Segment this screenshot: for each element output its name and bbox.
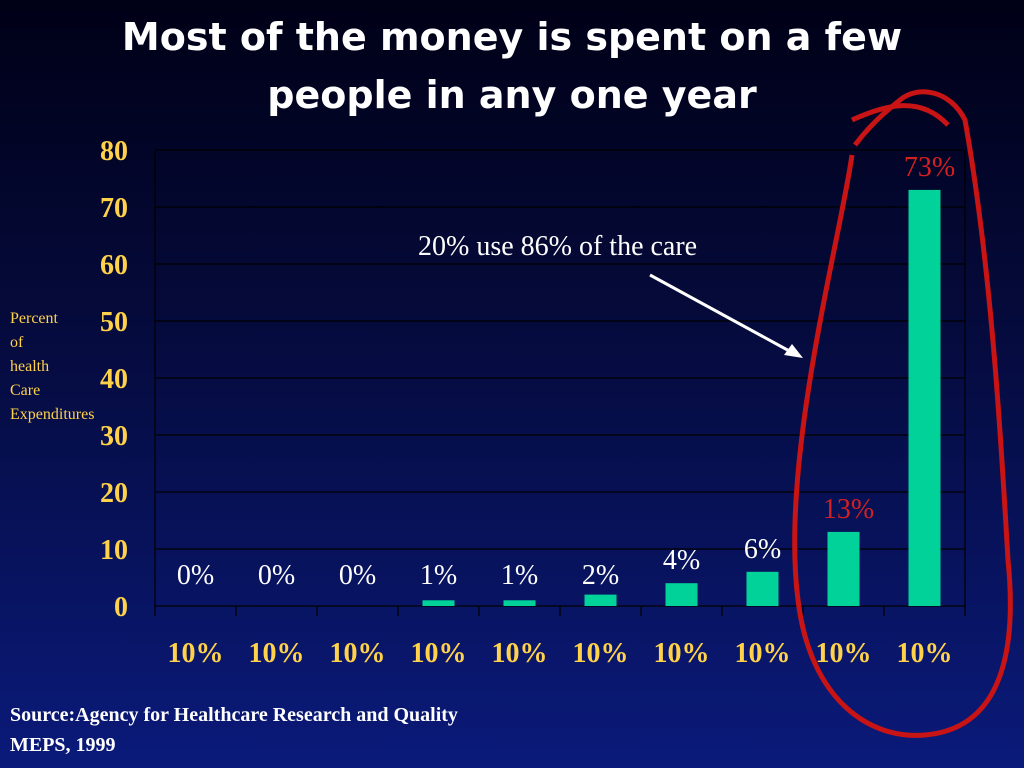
x-tick-label: 10% — [654, 638, 710, 669]
annotation-arrow — [649, 273, 794, 355]
source-note: Source:Agency for Healthcare Research an… — [10, 700, 458, 760]
x-tick-label: 10% — [735, 638, 791, 669]
bar — [422, 600, 455, 606]
y-tick-label: 50 — [100, 307, 128, 338]
x-tick-label: 10% — [897, 638, 953, 669]
bar — [665, 583, 698, 606]
highlight-ellipse-overlap — [850, 103, 950, 127]
data-label: 6% — [744, 534, 781, 565]
y-tick-label: 10 — [100, 535, 128, 566]
y-tick-label: 60 — [100, 250, 128, 281]
x-tick-label: 10% — [492, 638, 548, 669]
source-line-2: MEPS, 1999 — [10, 734, 116, 756]
bar — [908, 189, 941, 606]
data-label: 2% — [582, 560, 619, 591]
y-tick-label: 70 — [100, 193, 128, 224]
bar — [503, 600, 536, 606]
data-label: 73% — [904, 152, 955, 183]
source-line-1: Source:Agency for Healthcare Research an… — [10, 704, 458, 726]
data-label: 0% — [339, 560, 376, 591]
y-axis-label-line: health — [10, 358, 50, 375]
x-tick-label: 10% — [249, 638, 305, 669]
data-label: 4% — [663, 545, 700, 576]
data-label: 1% — [420, 560, 457, 591]
title-line-2: people in any one year — [267, 73, 757, 117]
slide-title: Most of the money is spent on a few peop… — [0, 8, 1024, 124]
annotation-arrowhead — [784, 344, 803, 358]
y-axis-label-line: of — [10, 334, 24, 351]
x-tick-label: 10% — [168, 638, 224, 669]
y-axis-label-line: Expenditures — [10, 406, 95, 423]
y-tick-label: 80 — [100, 136, 128, 167]
x-tick-label: 10% — [330, 638, 386, 669]
data-label: 0% — [177, 560, 214, 591]
y-tick-label: 40 — [100, 364, 128, 395]
highlight-ellipse — [792, 89, 1013, 738]
y-tick-label: 0 — [114, 592, 128, 623]
data-label: 13% — [823, 494, 874, 525]
title-line-1: Most of the money is spent on a few — [121, 15, 903, 59]
x-tick-label: 10% — [573, 638, 629, 669]
bar — [584, 594, 617, 606]
y-axis-label-line: Percent — [10, 310, 58, 327]
grid-layer — [154, 149, 966, 616]
y-tick-label: 20 — [100, 478, 128, 509]
label-layer: 0 10 20 30 40 50 60 70 80 10% 0% 10% 0% 10% 0% 10% 1% 10%… — [100, 136, 955, 669]
bar — [827, 531, 860, 606]
y-axis-label: Percent of health Care Expenditures — [10, 307, 94, 427]
y-axis-label-line: Care — [10, 382, 41, 399]
data-label: 1% — [501, 560, 538, 591]
bar-layer — [422, 189, 941, 606]
x-tick-label: 10% — [411, 638, 467, 669]
x-tick-label: 10% — [816, 638, 872, 669]
annotation-text: 20% use 86% of the care — [418, 231, 697, 262]
y-tick-label: 30 — [100, 421, 128, 452]
data-label: 0% — [258, 560, 295, 591]
bar — [746, 571, 779, 606]
